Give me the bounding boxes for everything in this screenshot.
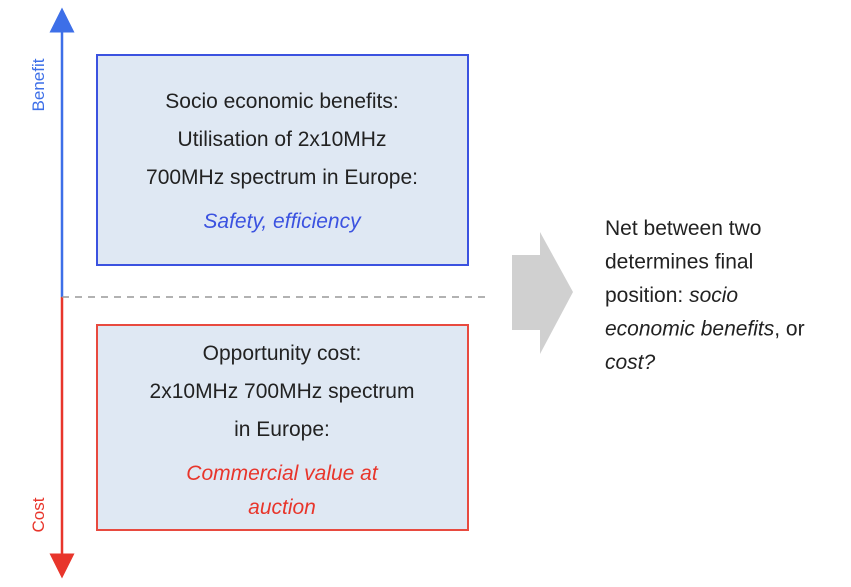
box-line: 2x10MHz 700MHz spectrum — [150, 380, 415, 403]
net-segment: Net between two — [605, 217, 761, 240]
box-highlight: auction — [248, 496, 316, 519]
net-segment: , or — [774, 318, 804, 341]
net-line: Net between two — [605, 217, 761, 240]
cost-label: Cost — [29, 497, 48, 532]
net-segment: economic benefits — [605, 318, 775, 341]
net-line: determines final — [605, 251, 753, 274]
net-segment: position: — [605, 284, 689, 307]
net-line: economic benefits, or — [605, 318, 805, 341]
benefit-label: Benefit — [29, 58, 48, 111]
gray-arrow — [512, 232, 573, 354]
net-segment: determines final — [605, 251, 753, 274]
box-line: in Europe: — [234, 418, 330, 441]
box-highlight: Safety, efficiency — [203, 210, 362, 233]
cost-box — [96, 324, 469, 531]
net-line: position: socio — [605, 284, 738, 307]
benefit-box — [96, 54, 469, 266]
box-line: Socio economic benefits: — [165, 90, 398, 113]
box-line: Utilisation of 2x10MHz — [178, 128, 387, 151]
net-line: cost? — [605, 351, 656, 374]
box-line: 700MHz spectrum in Europe: — [146, 166, 418, 189]
net-segment: socio — [689, 284, 738, 307]
net-segment: cost? — [605, 351, 656, 374]
box-highlight: Commercial value at — [186, 462, 379, 485]
box-line: Opportunity cost: — [203, 342, 362, 365]
